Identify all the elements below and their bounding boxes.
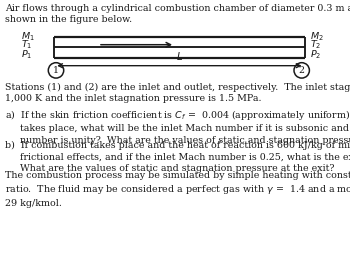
Text: $T_2$: $T_2$	[310, 38, 321, 51]
Text: $P_2$: $P_2$	[310, 49, 321, 62]
Text: $M_2$: $M_2$	[310, 30, 323, 43]
Text: The combustion process may be simulated by simple heating with constant specific: The combustion process may be simulated …	[5, 171, 350, 208]
Text: a)  If the skin friction coefficient is $C_f$ =  0.004 (approximately uniform) a: a) If the skin friction coefficient is $…	[5, 108, 350, 145]
Text: $M_1$: $M_1$	[21, 30, 35, 43]
Text: 1: 1	[53, 66, 59, 75]
Text: $P_1$: $P_1$	[21, 49, 32, 62]
Text: $L$: $L$	[176, 51, 183, 62]
Text: 2: 2	[299, 66, 305, 75]
Text: b)  If combustion takes place and the heat of reaction is 600 kJ/kg of mixture, : b) If combustion takes place and the hea…	[5, 141, 350, 173]
Text: Stations (1) and (2) are the inlet and outlet, respectively.  The inlet stagnati: Stations (1) and (2) are the inlet and o…	[5, 83, 350, 104]
Text: Air flows through a cylindrical combustion chamber of diameter 0.3 m and length : Air flows through a cylindrical combusti…	[5, 4, 350, 24]
Text: $T_1$: $T_1$	[21, 38, 32, 51]
